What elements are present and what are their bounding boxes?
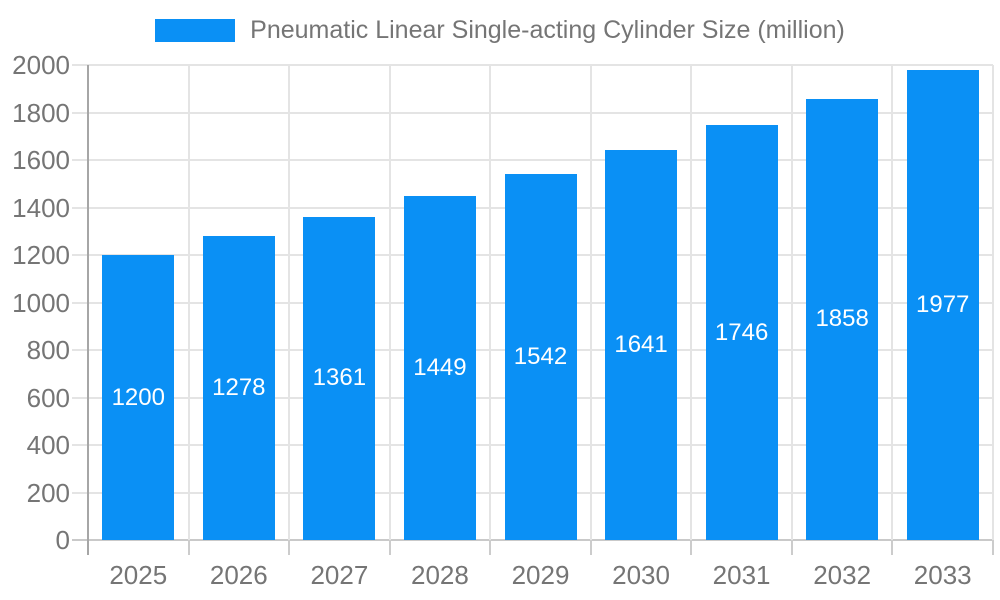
bar-value-label: 1449 — [413, 353, 467, 381]
x-axis-tick — [790, 540, 793, 555]
gridline-vertical — [388, 65, 391, 540]
y-axis-tick-label: 1800 — [12, 97, 70, 128]
bar-value-label: 1977 — [916, 291, 970, 319]
x-axis-tick-label: 2033 — [913, 560, 972, 590]
x-axis-tick — [489, 540, 492, 555]
y-axis-line — [87, 65, 89, 555]
bar[interactable]: 1278 — [202, 236, 275, 540]
legend-label: Pneumatic Linear Single-acting Cylinder … — [250, 16, 845, 44]
x-axis-tick-label: 2029 — [511, 560, 570, 590]
bar[interactable]: 1361 — [303, 216, 376, 540]
x-axis-tick — [891, 540, 894, 555]
x-axis-tick-label: 2025 — [109, 560, 168, 590]
bar[interactable]: 1542 — [504, 173, 577, 540]
bar[interactable]: 1858 — [806, 98, 879, 540]
bar-value-label: 1641 — [614, 331, 668, 359]
gridline-horizontal — [72, 539, 993, 541]
bar-value-label: 1542 — [513, 342, 568, 370]
legend[interactable]: Pneumatic Linear Single-acting Cylinder … — [0, 16, 1000, 45]
bar-value-label: 1278 — [212, 374, 266, 402]
bar[interactable]: 1449 — [403, 195, 476, 540]
x-axis-tick — [589, 540, 592, 555]
x-axis-tick-label: 2032 — [813, 560, 872, 590]
x-axis-tick — [992, 540, 994, 555]
y-axis-tick-label: 1000 — [12, 287, 70, 318]
gridline-vertical — [992, 65, 994, 540]
x-axis-tick-label: 2026 — [209, 560, 268, 590]
x-axis-tick — [690, 540, 693, 555]
gridline-vertical — [690, 65, 693, 540]
gridline-vertical — [790, 65, 793, 540]
gridline-vertical — [589, 65, 592, 540]
bar-value-label: 1200 — [111, 383, 165, 411]
bar-value-label: 1746 — [714, 318, 769, 346]
gridline-vertical — [288, 65, 291, 540]
gridline-vertical — [489, 65, 492, 540]
bar-value-label: 1361 — [312, 364, 367, 392]
y-axis-tick-label: 200 — [26, 477, 70, 508]
gridline-vertical — [187, 65, 190, 540]
bar[interactable]: 1200 — [102, 255, 175, 540]
x-axis-tick — [187, 540, 190, 555]
x-axis-tick-label: 2027 — [310, 560, 369, 590]
x-axis-tick-label: 2031 — [712, 560, 771, 590]
y-axis-tick-label: 2000 — [12, 50, 70, 80]
bar[interactable]: 1641 — [605, 150, 678, 540]
y-axis-tick-label: 400 — [26, 430, 70, 460]
x-axis-tick-label: 2030 — [612, 560, 670, 590]
y-axis-tick-label: 1400 — [12, 192, 70, 223]
bar-value-label: 1858 — [815, 305, 869, 333]
y-axis-tick-label: 800 — [26, 335, 70, 365]
x-axis-tick-label: 2028 — [411, 560, 469, 590]
y-axis-tick-label: 1600 — [12, 145, 70, 175]
bar[interactable]: 1746 — [705, 125, 778, 540]
x-axis-tick — [388, 540, 391, 555]
bar[interactable]: 1977 — [906, 70, 979, 540]
y-axis-tick-label: 1200 — [12, 240, 70, 270]
y-axis-tick-label: 0 — [55, 525, 70, 555]
y-axis-tick-label: 600 — [26, 382, 70, 413]
gridline-horizontal — [72, 159, 993, 161]
gridline-vertical — [891, 65, 894, 540]
x-axis-tick — [288, 540, 291, 555]
gridline-horizontal — [72, 64, 993, 66]
legend-swatch-icon — [155, 19, 236, 42]
gridline-horizontal — [72, 111, 993, 114]
